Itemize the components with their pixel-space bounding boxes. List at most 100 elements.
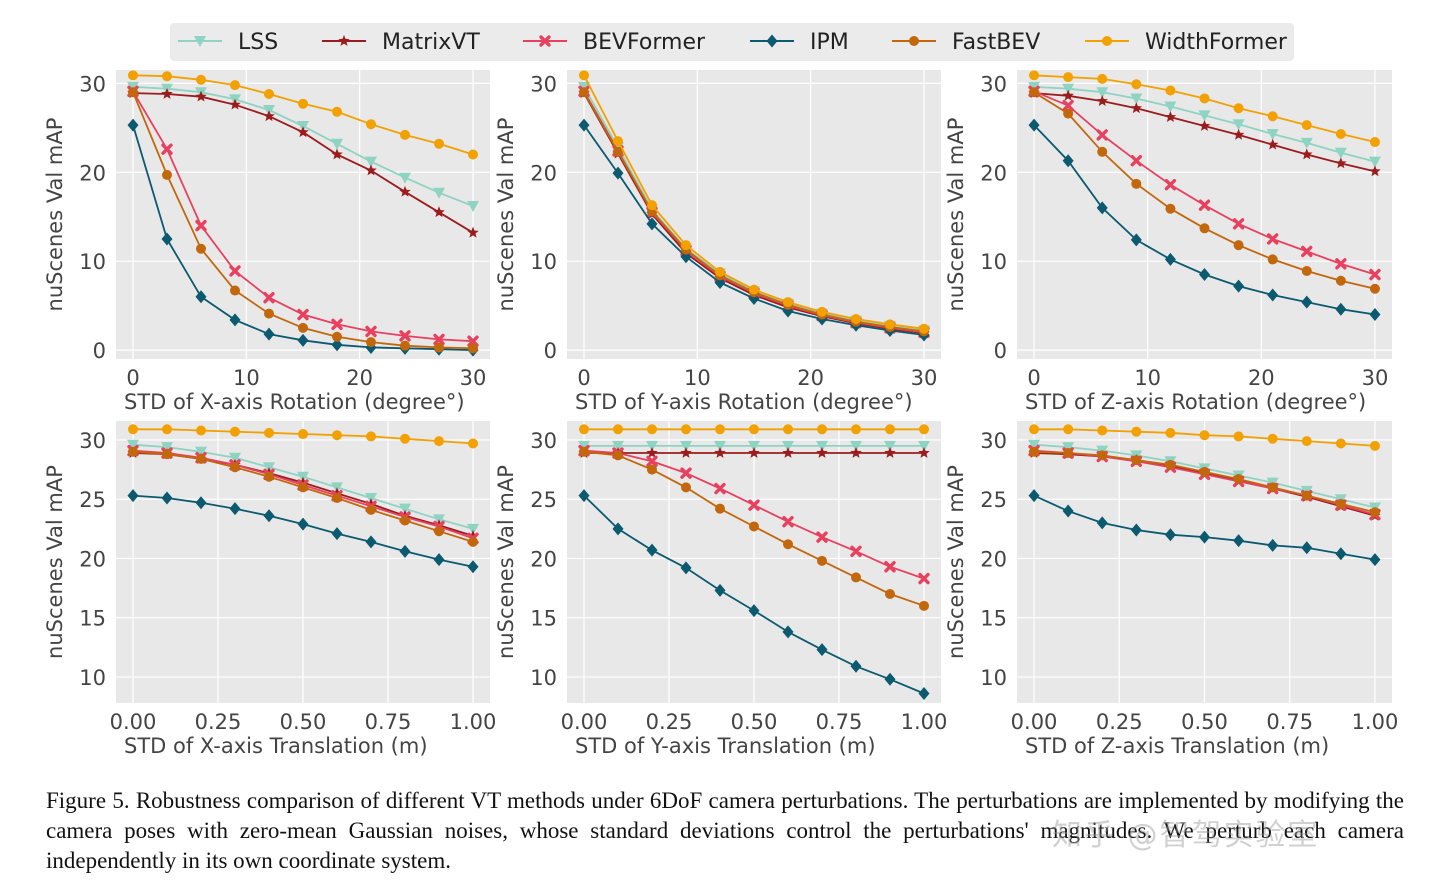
chart-panel-4: 0.00 0.25 0.50 0.75 1.00 10 15 20 25 30 STD of X-a… [43,421,496,758]
data-point [1301,541,1313,555]
data-point [1130,523,1142,537]
data-point [1266,138,1279,150]
data-point [162,71,172,82]
data-point [162,169,172,180]
data-point [715,424,725,435]
x-tick-label: 10 [1134,366,1161,390]
data-point [128,446,138,457]
legend-item-matrixvt: MatrixVT [322,30,480,55]
y-tick-label: 20 [79,161,106,185]
data-point [1164,252,1176,266]
data-point [1198,110,1211,122]
data-point [196,425,206,436]
data-point [467,226,479,238]
data-point [578,489,590,503]
data-point [195,290,207,304]
data-point [434,526,444,537]
data-point [918,687,930,701]
data-point [851,313,861,324]
plot-area [567,70,941,359]
data-point [297,333,309,347]
legend-label: FastBEV [952,30,1040,55]
x-tick-label: 0.50 [1181,710,1228,734]
data-point [1335,438,1346,449]
y-tick-label: 25 [980,488,1007,512]
data-point [851,572,861,583]
data-point [714,583,726,597]
data-point [230,462,240,473]
y-tick-label: 20 [980,161,1007,185]
data-point [680,440,692,452]
series-ipm [1028,118,1381,322]
data-point [782,440,794,452]
data-point [1096,516,1108,530]
y-tick-label: 20 [530,161,557,185]
series-fastbev [579,446,929,611]
data-point [1232,218,1245,230]
legend-marker [766,34,778,48]
series-widthformer [128,70,478,160]
data-point [749,424,759,435]
data-point [1164,179,1177,191]
data-point [1063,447,1074,458]
y-tick-label: 15 [980,607,1007,631]
data-point [1301,295,1313,309]
data-point [1062,99,1074,112]
data-point [1029,424,1040,435]
data-point [1369,440,1380,451]
data-point [816,446,828,458]
data-point [680,446,692,458]
data-point [680,467,692,479]
data-point [399,503,411,515]
y-tick-label: 10 [530,250,557,274]
data-point [919,424,929,435]
data-point [161,88,173,99]
data-point [1267,111,1278,122]
watermark: 知乎 @智驾实验室 [1052,818,1320,853]
data-point [782,625,794,639]
data-point [331,487,343,499]
y-tick-label: 15 [79,607,106,631]
data-point [680,561,692,575]
data-point [1335,302,1347,316]
y-axis-label: nuScenes Val mAP [494,118,518,312]
data-point [1335,498,1346,509]
data-point [195,90,207,102]
legend-item-ipm: IPM [750,30,849,55]
data-point [400,515,410,526]
data-point [1267,288,1279,302]
legend-label: IPM [810,30,849,55]
data-point [196,74,206,85]
x-tick-label: 0.75 [1266,710,1313,734]
data-point [612,440,624,452]
data-point [1062,504,1074,518]
data-point [1199,466,1210,477]
data-point [1369,165,1381,177]
data-point [1097,146,1108,157]
data-point [297,308,309,321]
data-point [366,337,376,348]
data-point [264,308,274,319]
series-fastbev [1029,446,1380,518]
data-point [1369,268,1381,281]
data-point [1198,199,1211,211]
series-fastbev [128,446,478,547]
data-point [298,98,308,109]
data-point [1233,474,1244,485]
legend-label: WidthFormer [1145,30,1288,55]
data-point [162,449,172,460]
data-point [331,527,343,541]
data-point [264,471,274,482]
y-axis-label: nuScenes Val mAP [43,118,67,312]
y-tick-label: 10 [980,666,1007,690]
data-point [1198,120,1211,131]
data-point [468,149,478,160]
data-point [681,240,691,251]
data-point [817,424,827,435]
data-point [1233,103,1244,114]
data-point [1097,450,1108,461]
data-point [1369,308,1381,322]
data-point [195,446,207,458]
legend-box [170,23,1294,61]
data-point [749,284,759,295]
